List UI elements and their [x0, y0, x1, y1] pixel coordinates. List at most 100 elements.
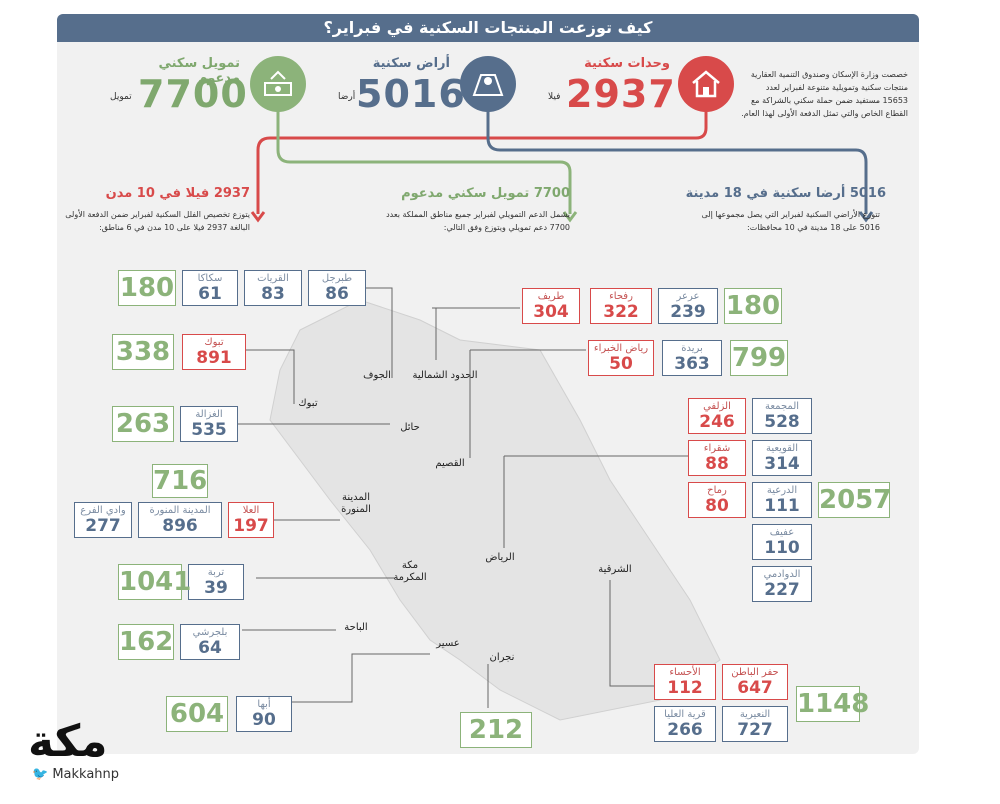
box-name: الدوادمي: [763, 569, 801, 580]
box-ula: العلا 197: [228, 502, 274, 538]
finance-text: يشمل الدعم التمويلي لفبراير جميع مناطق ا…: [386, 210, 570, 232]
total-qassim: 799: [730, 340, 788, 376]
region-baha: الباحة: [344, 622, 368, 633]
box-riyadh-khabra: رياض الخبراء 50: [588, 340, 654, 376]
total-tabuk: 338: [112, 334, 174, 370]
lands-heading: 5016 أرضا سكنية في 18 مدينة: [685, 186, 886, 201]
total-baha: 162: [118, 624, 174, 660]
box-madinah-city: المدينة المنورة 896: [138, 502, 222, 538]
box-name: الأحساء: [669, 667, 701, 678]
box-name: القويعية: [765, 443, 799, 454]
stat-lands-label: أراض سكنية: [372, 56, 450, 71]
box-value: 304: [533, 302, 569, 322]
box-tabarjal: طبرجل 86: [308, 270, 366, 306]
box-name: القريات: [257, 273, 289, 284]
box-name: عفيف: [769, 527, 795, 538]
box-value: 110: [764, 538, 800, 558]
box-name: شقراء: [703, 443, 731, 454]
box-tabuk: تبوك 891: [182, 334, 246, 370]
box-value: 727: [737, 720, 773, 740]
box-qaryat-alulya: قرية العليا 266: [654, 706, 716, 742]
box-value: 314: [764, 454, 800, 474]
box-nairyah: النعيرية 727: [722, 706, 788, 742]
total-eastern: 1148: [796, 686, 869, 722]
twitter-handle-text: Makkahnp: [52, 767, 120, 782]
lands-text: تتوزع الأراضي السكنية لفبراير التي يصل م…: [701, 210, 880, 232]
box-name: رماح: [707, 485, 727, 496]
stat-finance-value: 7700: [138, 72, 248, 116]
total-najran: 212: [460, 712, 532, 748]
box-value: 50: [609, 354, 633, 374]
box-turaif: طريف 304: [522, 288, 580, 324]
stat-finance-label: تمويل سكني مدعوم: [158, 56, 240, 86]
box-value: 39: [204, 578, 228, 598]
box-rafha: رفحاء 322: [590, 288, 652, 324]
intro-text: خصصت وزارة الإسكان وصندوق التنمية العقار…: [741, 70, 908, 118]
box-value: 61: [198, 284, 222, 304]
box-ahsa: الأحساء 112: [654, 664, 716, 700]
box-name: طريف: [537, 291, 565, 302]
stat-finance-unit: تمويل: [110, 92, 132, 102]
box-name: المجمعة: [764, 401, 800, 412]
box-dawadmi: الدوادمي 227: [752, 566, 812, 602]
box-value: 86: [325, 284, 349, 304]
region-hail: حائل: [400, 422, 420, 433]
box-wadi-alfara: وادي الفرع 277: [74, 502, 132, 538]
box-value: 891: [196, 348, 232, 368]
box-afif: عفيف 110: [752, 524, 812, 560]
box-name: تبوك: [204, 337, 224, 348]
total-northern: 180: [724, 288, 782, 324]
map-pin-icon: [460, 56, 516, 112]
region-qassim: القصيم: [435, 458, 465, 469]
box-name: قرية العليا: [664, 709, 706, 720]
twitter-handle: 🐦 Makkahnp: [32, 767, 119, 782]
box-sakaka: سكاكا 61: [182, 270, 238, 306]
box-abha: أبها 90: [236, 696, 292, 732]
stat-lands-value: 5016: [356, 72, 466, 116]
region-makkah: مكة المكرمة: [393, 560, 427, 583]
box-value: 112: [667, 678, 703, 698]
box-quwayiyah: القويعية 314: [752, 440, 812, 476]
box-name: المدينة المنورة: [149, 505, 211, 516]
stat-villas-label: وحدات سكنية: [584, 56, 670, 71]
box-name: الدرعية: [766, 485, 798, 496]
box-name: الزلفي: [703, 401, 731, 412]
total-riyadh: 2057: [818, 482, 891, 518]
box-name: رفحاء: [609, 291, 633, 302]
box-qurayyat: القريات 83: [244, 270, 302, 306]
box-value: 246: [699, 412, 735, 432]
box-value: 88: [705, 454, 729, 474]
box-value: 528: [764, 412, 800, 432]
box-name: عرعر: [676, 291, 700, 302]
box-name: أبها: [257, 699, 271, 710]
box-value: 111: [764, 496, 800, 516]
box-shaqra: شقراء 88: [688, 440, 746, 476]
twitter-icon: 🐦: [32, 767, 49, 782]
total-madinah: 716: [152, 464, 208, 498]
box-value: 227: [764, 580, 800, 600]
box-name: حفر الباطن: [731, 667, 779, 678]
box-value: 80: [705, 496, 729, 516]
box-value: 90: [252, 710, 276, 730]
box-value: 363: [674, 354, 710, 374]
stat-villas-unit: فيلا: [548, 92, 561, 102]
box-value: 647: [737, 678, 773, 698]
villas-heading: 2937 فيلا في 10 مدن: [105, 186, 250, 201]
box-buraydah: بريدة 363: [662, 340, 722, 376]
box-value: 266: [667, 720, 703, 740]
finance-heading: 7700 تمويل سكني مدعوم: [401, 186, 570, 201]
box-name: طبرجل: [321, 273, 353, 284]
box-diriyah: الدرعية 111: [752, 482, 812, 518]
villas-text: يتوزع تخصيص الفلل السكنية لفبراير ضمن ال…: [65, 210, 250, 232]
stat-villas-value: 2937: [566, 72, 676, 116]
box-majmaah: المجمعة 528: [752, 398, 812, 434]
box-zulfi: الزلفي 246: [688, 398, 746, 434]
box-name: رياض الخبراء: [593, 343, 649, 354]
money-icon: [250, 56, 306, 112]
box-value: 239: [670, 302, 706, 322]
box-baljurashi: بلجرشي 64: [180, 624, 240, 660]
box-name: سكاكا: [197, 273, 223, 284]
